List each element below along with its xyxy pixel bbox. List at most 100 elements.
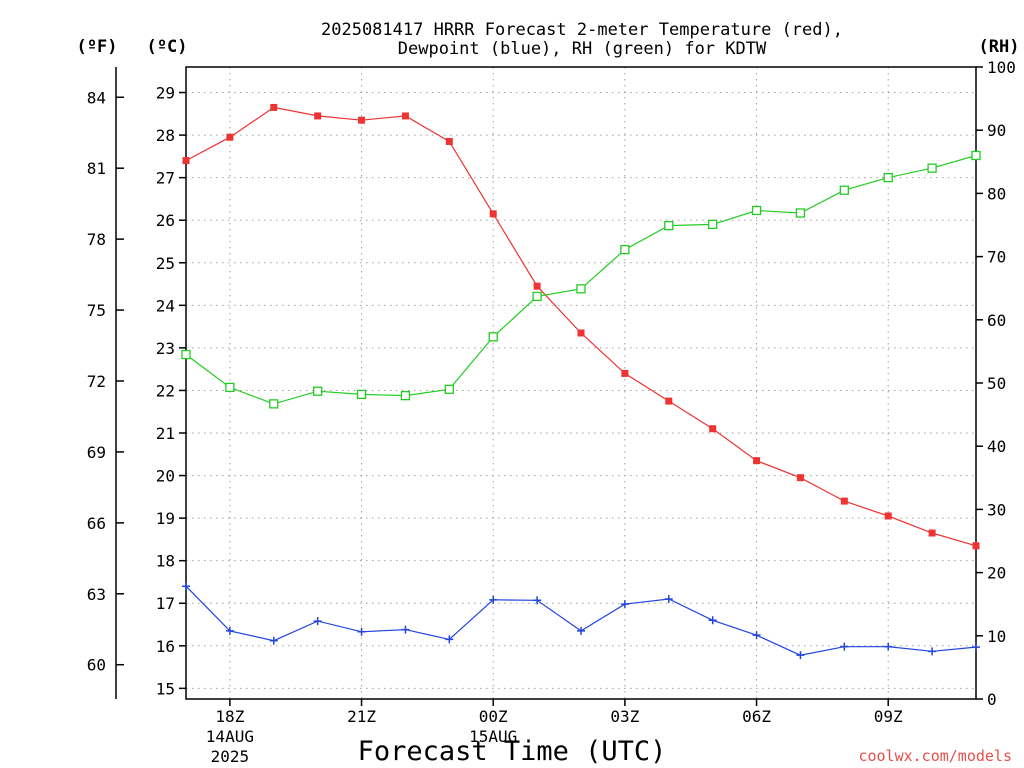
dewpoint-point: [313, 617, 322, 626]
date-label: 14AUG: [206, 727, 254, 746]
temperature-point: [928, 529, 936, 537]
rh-tick-label: 20: [987, 564, 1006, 583]
dewpoint-point: [357, 627, 366, 636]
celsius-tick-label: 24: [156, 296, 175, 315]
rh-tick-label: 90: [987, 121, 1006, 140]
temperature-point: [621, 369, 629, 377]
celsius-tick-label: 19: [156, 509, 175, 528]
temperature-point: [796, 474, 804, 482]
temperature-point: [226, 133, 234, 141]
rh-point: [269, 399, 279, 409]
rh-tick-label: 60: [987, 311, 1006, 330]
chart-title-line2: Dewpoint (blue), RH (green) for KDTW: [398, 39, 767, 59]
temperature-point: [972, 542, 980, 550]
temperature-point: [314, 112, 322, 120]
time-tick-label: 03Z: [610, 707, 639, 726]
rh-point: [488, 332, 498, 342]
series-layer: [181, 103, 981, 660]
rh-tick-label: 80: [987, 184, 1006, 203]
celsius-tick-label: 27: [156, 169, 175, 188]
celsius-tick-label: 25: [156, 254, 175, 273]
fahrenheit-tick-label: 78: [87, 230, 106, 249]
rh-point: [883, 172, 893, 183]
rh-point: [620, 244, 630, 255]
rh-point: [708, 219, 718, 230]
dewpoint-point: [225, 626, 234, 635]
temperature-point: [577, 329, 585, 337]
celsius-tick-label: 29: [156, 84, 175, 103]
temperature-point: [709, 425, 717, 433]
dewpoint-point: [620, 600, 629, 609]
celsius-tick-label: 20: [156, 467, 175, 486]
dewpoint-point: [708, 616, 717, 625]
fahrenheit-tick-label: 60: [87, 656, 106, 675]
time-tick-label: 09Z: [874, 707, 903, 726]
temperature-line: [185, 106, 977, 547]
rh-tick-label: 10: [987, 627, 1006, 646]
celsius-tick-label: 17: [156, 594, 175, 613]
celsius-tick-label: 18: [156, 552, 175, 571]
dewpoint-point: [972, 643, 980, 652]
celsius-tick-label: 23: [156, 339, 175, 358]
rh-point: [795, 208, 806, 218]
rh-point: [839, 185, 849, 195]
rh-point: [356, 389, 367, 400]
rh-point: [576, 284, 586, 294]
date-label: 15AUG: [469, 727, 517, 746]
dewpoint-point: [796, 651, 805, 660]
dewpoint-point: [664, 594, 673, 603]
celsius-tick-label: 26: [156, 211, 175, 230]
chart-title-line1: 2025081417 HRRR Forecast 2-meter Tempera…: [321, 20, 843, 40]
fahrenheit-tick-label: 72: [87, 372, 106, 391]
celsius-tick-label: 28: [156, 126, 175, 145]
temperature-point: [401, 112, 409, 120]
dewpoint-point: [840, 642, 849, 651]
time-tick-label: 06Z: [742, 707, 771, 726]
temperature-point: [489, 210, 497, 218]
rh-point: [225, 382, 235, 393]
dewpoint-point: [533, 596, 542, 605]
rh-line: [185, 154, 977, 405]
fahrenheit-unit-label: (ºF): [77, 37, 118, 57]
rh-point: [400, 390, 411, 401]
rh-point: [751, 205, 762, 216]
time-tick-label: 00Z: [479, 707, 508, 726]
celsius-tick-label: 21: [156, 424, 175, 443]
site-credit: coolwx.com/models: [858, 747, 1012, 765]
time-tick-label: 18Z: [215, 707, 244, 726]
fahrenheit-axis: 60 63 66 69 72 75 78 81 84: [87, 88, 124, 675]
dewpoint-point: [489, 595, 498, 604]
rh-point: [971, 150, 981, 161]
dewpoint-point: [182, 582, 190, 591]
grid-layer: [186, 67, 976, 699]
temperature-point: [884, 512, 892, 520]
celsius-tick-label: 16: [156, 637, 175, 656]
celsius-axis: 15 16 17 18 19 20 21 22 23 24 25 26 27 28 29: [156, 84, 186, 698]
rh-series: [181, 150, 981, 409]
dewpoint-point: [269, 636, 278, 645]
dewpoint-point: [884, 642, 893, 651]
fahrenheit-tick-label: 63: [87, 585, 106, 604]
rh-point: [532, 291, 542, 302]
temperature-point: [840, 497, 848, 505]
rh-tick-label: 30: [987, 500, 1006, 519]
rh-tick-label: 50: [987, 374, 1006, 393]
plot-frame: [185, 66, 977, 700]
temperature-point: [445, 137, 453, 145]
temperature-point: [270, 103, 278, 111]
rh-tick-label: 40: [987, 437, 1006, 456]
dewpoint-line: [185, 585, 977, 656]
rh-tick-label: 100: [987, 58, 1016, 77]
dewpoint-point: [577, 626, 585, 635]
dewpoint-series: [182, 582, 980, 660]
fahrenheit-tick-label: 69: [87, 443, 106, 462]
temperature-series: [182, 103, 980, 550]
celsius-tick-label: 22: [156, 381, 175, 400]
year-label: 2025: [211, 747, 250, 766]
rh-point: [181, 349, 191, 360]
temperature-point: [182, 157, 190, 165]
temperature-point: [533, 282, 541, 290]
time-tick-label: 21Z: [347, 707, 376, 726]
fahrenheit-tick-label: 81: [87, 159, 106, 178]
